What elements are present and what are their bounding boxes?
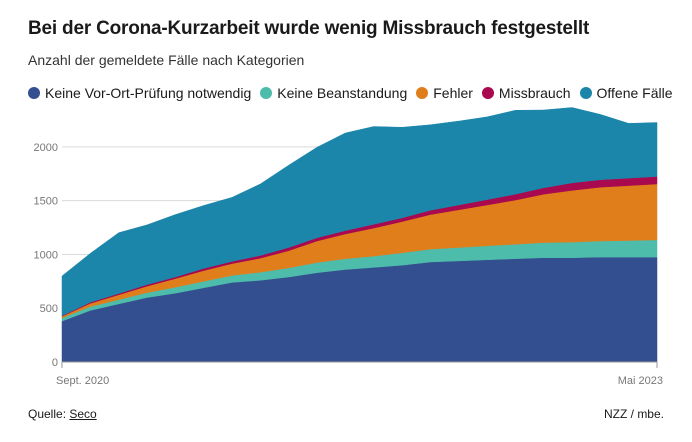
legend-swatch bbox=[481, 87, 494, 99]
legend-item: Fehler bbox=[416, 85, 473, 101]
y-tick-label: 1000 bbox=[34, 249, 58, 261]
legend-label: Fehler bbox=[433, 85, 473, 101]
x-tick-label: Mai 2023 bbox=[618, 375, 663, 387]
legend-label: Keine Beanstandung bbox=[277, 85, 408, 101]
source-label: Quelle: bbox=[28, 407, 70, 421]
legend-swatch bbox=[28, 87, 40, 99]
legend-label: Keine Vor-Ort-Prüfung notwendig bbox=[45, 85, 252, 101]
legend-label: Missbrauch bbox=[498, 85, 571, 101]
legend-item: Missbrauch bbox=[481, 85, 571, 101]
chart-legend: Keine Vor-Ort-Prüfung notwendig Keine Bea… bbox=[28, 85, 682, 101]
legend-label: Offene Fälle bbox=[596, 85, 673, 101]
y-tick-label: 1500 bbox=[34, 196, 58, 208]
y-tick-label: 500 bbox=[40, 303, 58, 315]
y-tick-label: 0 bbox=[52, 357, 58, 369]
legend-item: Keine Vor-Ort-Prüfung notwendig bbox=[28, 85, 251, 101]
source-note: Quelle: Seco bbox=[28, 407, 97, 421]
y-tick-label: 2000 bbox=[34, 142, 58, 154]
legend-item: Offene Fälle bbox=[579, 85, 673, 101]
legend-swatch bbox=[579, 87, 592, 99]
chart-subtitle: Anzahl der gemeldete Fälle nach Kategori… bbox=[28, 52, 305, 68]
area-series bbox=[61, 107, 658, 317]
chart-title: Bei der Corona-Kurzarbeit wurde wenig Mi… bbox=[28, 18, 590, 39]
x-tick-label: Sept. 2020 bbox=[56, 375, 109, 387]
legend-item: Keine Beanstandung bbox=[260, 85, 407, 101]
credit-note: NZZ / mbe. bbox=[603, 407, 664, 421]
legend-swatch bbox=[416, 87, 429, 99]
source-link[interactable]: Seco bbox=[69, 407, 97, 421]
legend-swatch bbox=[260, 87, 273, 99]
